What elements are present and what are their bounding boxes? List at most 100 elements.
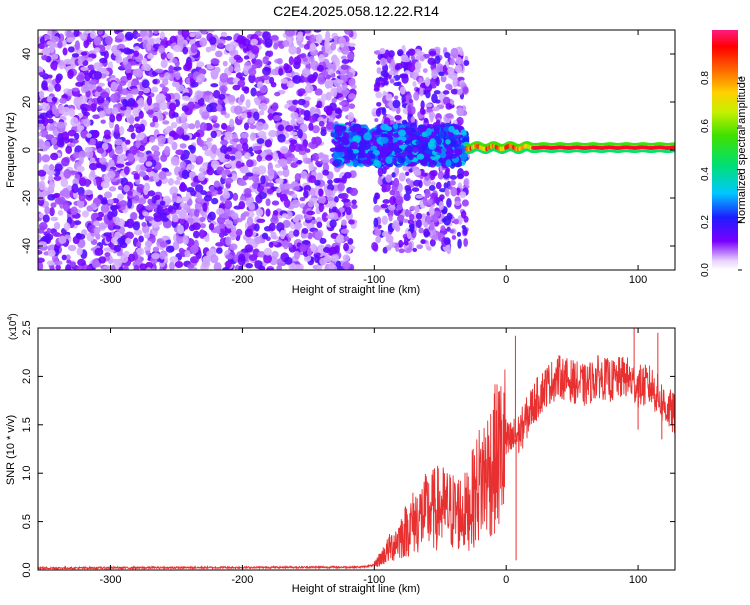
spectrogram-cell [374, 118, 379, 123]
spectrogram-cell [340, 192, 349, 200]
spectrogram-cell [411, 146, 419, 153]
spectrogram-cell [453, 218, 460, 225]
spectrogram-cell [107, 198, 114, 205]
spectrogram-cell [260, 175, 266, 185]
spectrogram-cell [39, 129, 49, 138]
spectrogram-cell [64, 189, 72, 199]
spectrogram-cell [58, 137, 65, 146]
spectrogram-cell [203, 194, 213, 202]
spectrogram-cell [126, 190, 133, 196]
spectrogram-cell [316, 221, 323, 229]
spectrogram-cell [317, 194, 326, 205]
snr-line [38, 355, 675, 570]
spectrogram-cell [352, 159, 359, 168]
spectrogram-cell [329, 219, 337, 228]
spectrogram-cell [380, 136, 389, 144]
spectrogram-cell [204, 90, 211, 96]
spectrogram-cell [98, 44, 106, 54]
spectrogram-cell [176, 126, 184, 135]
spectrogram-cell [348, 93, 356, 100]
spectrogram-cell [186, 163, 195, 171]
spectrogram-cell [235, 228, 243, 237]
spectrogram-cell [388, 241, 396, 248]
spectrogram-cell [386, 246, 392, 251]
spectrogram-cell [190, 43, 198, 54]
spectrogram-cell [98, 256, 107, 264]
spectrogram-cell [51, 105, 58, 115]
spectrogram-cell [190, 181, 198, 187]
spectrogram-cell [284, 30, 294, 37]
spectrogram-cell [110, 93, 118, 103]
spectrogram-cell [188, 224, 196, 232]
spectrogram-cell [276, 170, 284, 176]
spectrogram-cell [67, 129, 77, 137]
spectrogram-cell [355, 126, 362, 133]
spectrogram-cell [336, 129, 343, 137]
spectrogram-cell [340, 228, 350, 234]
spectrogram-cell [93, 220, 100, 227]
spectrogram-cell [247, 239, 254, 245]
spectrogram-cell [46, 96, 54, 103]
spectrogram-cell [220, 145, 228, 154]
spectrogram-cell [41, 103, 51, 112]
spectrogram-cell [419, 87, 424, 97]
spectrogram-cell [346, 52, 355, 61]
spectrogram-cell [268, 130, 278, 138]
spectrogram-cell [261, 232, 269, 240]
spectrogram-cell [38, 257, 45, 263]
spectrogram-cell [256, 154, 263, 162]
spectrogram-cell [50, 35, 60, 43]
spectrogram-cell [422, 196, 428, 206]
spectrogram-cell [73, 30, 80, 37]
spectrogram-cell [93, 47, 101, 53]
spectrogram-cell [434, 55, 441, 64]
spectrogram-cell [425, 103, 433, 108]
spectrogram-cell [44, 206, 51, 215]
spectrogram-cell [126, 218, 135, 229]
spectrogram-cell [405, 128, 413, 136]
spectrogram-cell [75, 97, 83, 106]
spectrogram-cell [336, 85, 343, 93]
spectrogram-cell [188, 123, 196, 130]
spectrogram-cell [115, 54, 123, 64]
spectrogram-cell [431, 160, 438, 165]
spectrogram-cell [260, 151, 267, 158]
spectrogram-cell [398, 172, 406, 182]
spectrogram-cell [219, 72, 229, 83]
spectrogram-cell [151, 86, 159, 93]
spectrogram-cell [257, 130, 267, 138]
spectrogram-cell [461, 224, 466, 230]
spectrogram-cell [171, 112, 179, 118]
spectrogram-cell [129, 60, 137, 66]
spectrogram-cell [145, 161, 153, 167]
spectrogram-cell [441, 147, 447, 154]
spectrogram-cell [51, 62, 58, 71]
spectrogram-cell [350, 141, 359, 150]
spectrogram-cell [97, 82, 105, 87]
spectrogram-cell [423, 221, 429, 228]
spectrogram-cell [266, 188, 274, 195]
spectrogram-cell [335, 234, 345, 244]
spectrogram-cell [71, 183, 79, 194]
spectrogram-cell [316, 172, 323, 182]
spectrogram-cell [104, 35, 113, 46]
spectrogram-cell [394, 95, 399, 100]
spectrogram-x-label: -100 [363, 274, 385, 286]
spectrogram-cell [78, 177, 87, 187]
spectrogram-cell [100, 204, 110, 214]
spectrogram-cell [303, 43, 311, 50]
spectrogram-cell [459, 191, 467, 199]
spectrogram-cell [232, 138, 241, 143]
spectrogram-cell [98, 222, 108, 230]
spectrogram-cell [438, 188, 447, 193]
spectrogram-cell [48, 163, 55, 172]
spectrogram-cell [462, 86, 469, 94]
spectrogram-cell [397, 214, 405, 223]
spectrogram-cell [232, 192, 239, 201]
spectrogram-cell [108, 186, 117, 192]
spectrogram-cell [160, 59, 168, 69]
spectrogram-cell [198, 139, 204, 147]
spectrogram-cell [217, 42, 224, 48]
spectrogram-cell [75, 233, 82, 238]
spectrogram-cell [397, 129, 407, 137]
